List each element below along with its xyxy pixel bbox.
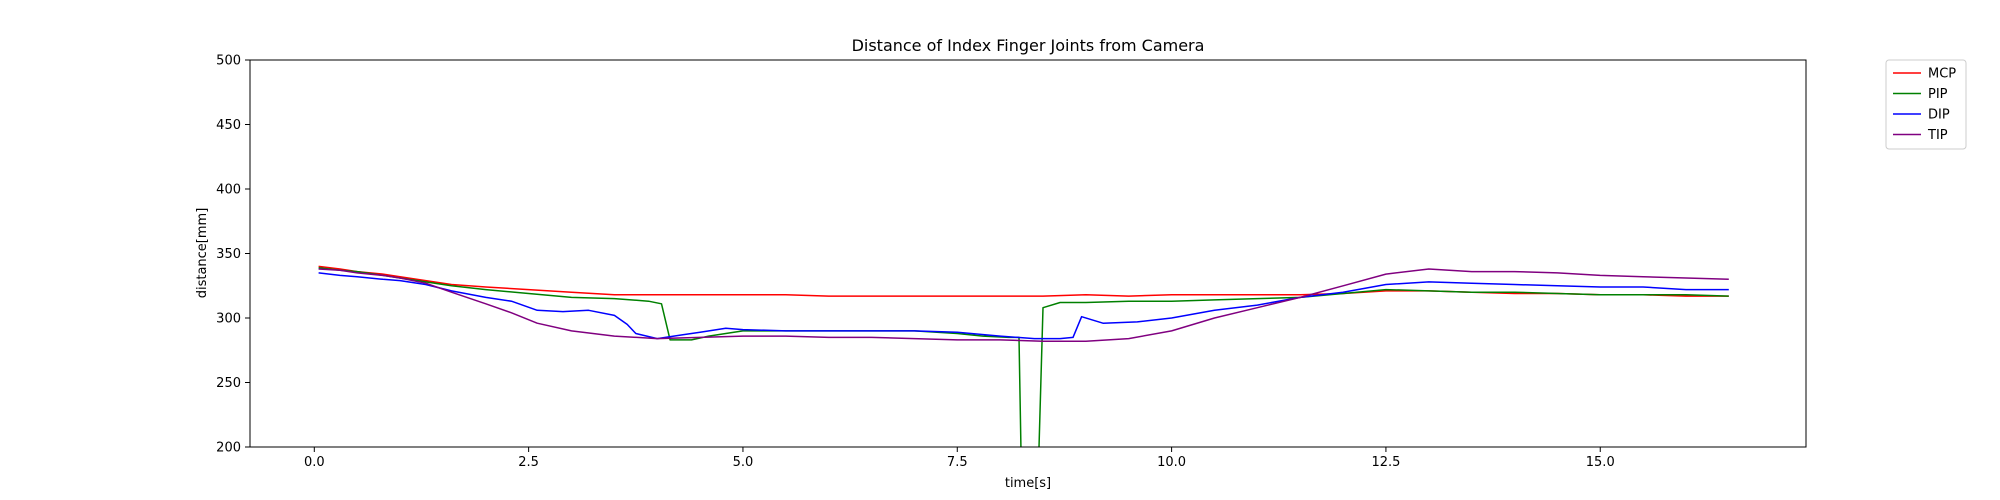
x-axis-label: time[s]: [1005, 476, 1051, 491]
y-tick-label: 350: [216, 247, 241, 262]
x-tick-label: 15.0: [1586, 455, 1615, 470]
legend-label-tip: TIP: [1927, 128, 1948, 143]
series-line-pip: [318, 266, 1729, 447]
y-axis: 200 250 300 350 400 450 500: [216, 54, 250, 456]
x-tick-label: 12.5: [1371, 455, 1400, 470]
y-tick-label: 400: [216, 183, 241, 198]
series-line-dip: [318, 272, 1729, 340]
x-tick-label: 10.0: [1157, 455, 1186, 470]
chart-title: Distance of Index Finger Joints from Cam…: [852, 36, 1205, 55]
series-layer: [318, 265, 1729, 447]
x-axis: 0.0 2.5 5.0 7.5 10.0 12.5 15.0: [304, 447, 1615, 470]
x-tick-label: 2.5: [518, 455, 539, 470]
legend-label-mcp: MCP: [1928, 67, 1956, 82]
x-tick-label: 5.0: [733, 455, 754, 470]
y-tick-label: 250: [216, 376, 241, 391]
series-line-tip: [318, 268, 1729, 342]
y-tick-label: 200: [216, 441, 241, 456]
legend-label-pip: PIP: [1928, 87, 1948, 102]
legend-frame: [1885, 59, 1967, 150]
y-tick-label: 450: [216, 118, 241, 133]
y-tick-label: 300: [216, 312, 241, 327]
y-tick-label: 500: [216, 54, 241, 69]
legend-label-dip: DIP: [1928, 108, 1950, 123]
legend: MCP PIP DIP TIP: [1885, 59, 1967, 150]
x-tick-label: 0.0: [304, 455, 325, 470]
x-tick-label: 7.5: [947, 455, 968, 470]
y-axis-label: distance[mm]: [195, 208, 210, 299]
